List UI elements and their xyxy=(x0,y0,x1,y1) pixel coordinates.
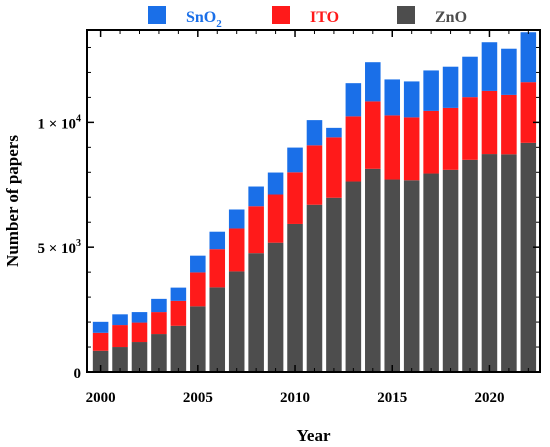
bar-ito-2017 xyxy=(423,110,439,174)
bar-ito-2005 xyxy=(190,272,206,307)
bar-ito-2009 xyxy=(267,194,284,243)
bar-zno-2010 xyxy=(287,223,303,372)
bar-zno-2017 xyxy=(423,173,439,372)
x-axis: 2000 2005 2010 2015 2020 xyxy=(86,30,529,406)
bar-ito-2015 xyxy=(384,115,401,180)
bar-zno-2009 xyxy=(267,242,284,372)
bars-group xyxy=(92,32,537,372)
bar-sno-2015 xyxy=(384,79,401,116)
bar-sno-2016 xyxy=(403,81,420,118)
bar-sno-2022 xyxy=(520,32,537,83)
bar-ito-2013 xyxy=(345,116,362,182)
bar-ito-2018 xyxy=(442,107,459,170)
bar-sno-2021 xyxy=(501,48,517,95)
bar-zno-2020 xyxy=(481,154,498,372)
legend-label-zno: ZnO xyxy=(435,9,467,26)
bar-ito-2007 xyxy=(228,228,245,272)
bar-ito-2011 xyxy=(306,145,323,205)
bar-sno-2017 xyxy=(423,70,439,111)
bar-sno-2018 xyxy=(442,66,459,108)
bar-zno-2007 xyxy=(228,271,245,372)
y-tick-label-10000: 1 × 104 xyxy=(37,113,81,132)
bar-zno-2018 xyxy=(442,169,459,372)
legend-swatch-ito xyxy=(272,6,290,24)
legend: SnO2 ITO ZnO xyxy=(148,6,467,30)
bar-sno-2009 xyxy=(267,172,284,195)
bar-ito-2022 xyxy=(520,82,537,143)
x-tick-label-2020: 2020 xyxy=(474,390,504,406)
bar-ito-2021 xyxy=(501,94,517,155)
bar-zno-2001 xyxy=(112,347,128,372)
bar-ito-2003 xyxy=(151,312,167,335)
bar-zno-2004 xyxy=(170,325,187,372)
bar-sno-2019 xyxy=(462,56,478,98)
legend-label-ito: ITO xyxy=(310,9,339,26)
bar-ito-2002 xyxy=(131,322,148,343)
bar-zno-2014 xyxy=(365,168,381,372)
bar-zno-2000 xyxy=(92,350,109,372)
legend-swatch-sno xyxy=(148,6,166,24)
bar-sno-2003 xyxy=(151,298,167,313)
bar-ito-2008 xyxy=(248,206,264,254)
bar-sno-2020 xyxy=(481,42,498,91)
bar-sno-2006 xyxy=(209,231,226,250)
bar-sno-2001 xyxy=(112,314,128,326)
y-tick-label-5000: 5 × 103 xyxy=(37,238,81,257)
bar-zno-2016 xyxy=(403,180,420,372)
plot-frame xyxy=(86,29,541,373)
bar-zno-2005 xyxy=(190,306,206,372)
bar-ito-2019 xyxy=(462,97,478,160)
y-tick-label-0: 0 xyxy=(74,366,82,382)
bar-ito-2004 xyxy=(170,300,187,326)
bar-ito-2016 xyxy=(403,117,420,181)
bar-ito-2000 xyxy=(92,332,109,351)
bar-zno-2003 xyxy=(151,334,167,372)
bar-ito-2010 xyxy=(287,172,303,224)
bar-zno-2011 xyxy=(306,204,323,372)
bar-ito-2014 xyxy=(365,101,381,169)
bar-zno-2019 xyxy=(462,159,478,372)
bar-ito-2020 xyxy=(481,90,498,155)
x-tick-label-2000: 2000 xyxy=(86,390,116,406)
legend-label-sno: SnO2 xyxy=(186,9,222,30)
bar-ito-2006 xyxy=(209,249,226,288)
bar-sno-2004 xyxy=(170,287,187,301)
x-tick-label-2010: 2010 xyxy=(280,390,310,406)
x-tick-label-2005: 2005 xyxy=(183,390,213,406)
bar-zno-2002 xyxy=(131,342,148,372)
bar-sno-2002 xyxy=(131,312,148,323)
bar-sno-2000 xyxy=(92,321,109,333)
bar-zno-2021 xyxy=(501,154,517,372)
bar-zno-2015 xyxy=(384,179,401,372)
bar-zno-2022 xyxy=(520,142,537,372)
bar-sno-2007 xyxy=(228,209,245,229)
bar-sno-2013 xyxy=(345,83,362,117)
bar-ito-2001 xyxy=(112,325,128,348)
bar-sno-2014 xyxy=(365,62,381,102)
bar-sno-2010 xyxy=(287,147,303,173)
y-axis-label: Number of papers xyxy=(3,135,22,267)
bar-zno-2013 xyxy=(345,181,362,372)
bar-sno-2012 xyxy=(326,127,342,138)
bar-zno-2006 xyxy=(209,287,226,372)
bar-sno-2005 xyxy=(190,255,206,273)
y-axis: 0 5 × 103 1 × 104 xyxy=(37,46,540,382)
bar-ito-2012 xyxy=(326,137,342,198)
bar-zno-2012 xyxy=(326,197,342,372)
x-tick-label-2015: 2015 xyxy=(377,390,407,406)
bar-sno-2011 xyxy=(306,120,323,146)
x-axis-label: Year xyxy=(297,426,331,445)
bar-sno-2008 xyxy=(248,186,264,207)
legend-swatch-zno xyxy=(397,6,415,24)
bar-zno-2008 xyxy=(248,253,264,372)
